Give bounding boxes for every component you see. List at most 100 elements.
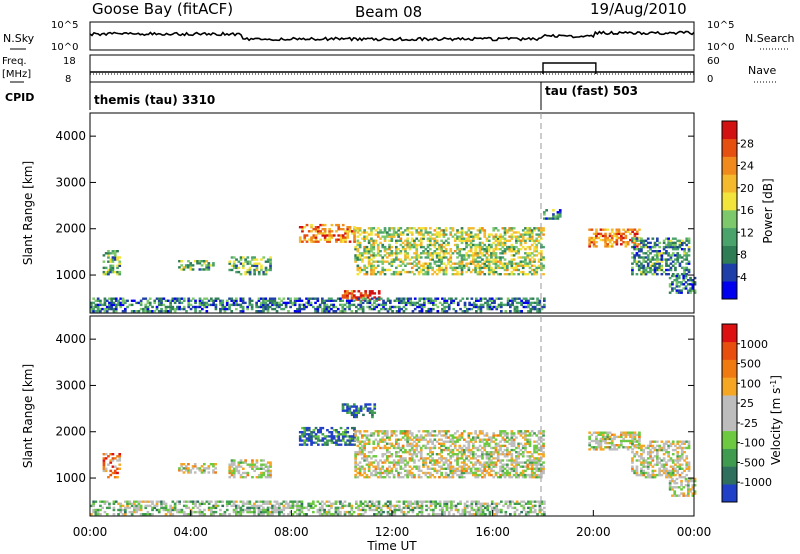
power-echo-cell	[108, 297, 111, 300]
power-echo-cell	[435, 248, 439, 251]
velocity-echo-cell	[104, 457, 108, 460]
velocity-echo-cell	[395, 508, 399, 512]
power-echo-cell	[474, 252, 477, 255]
power-echo-cell	[346, 292, 349, 295]
power-echo-cell	[515, 310, 519, 313]
power-echo-cell	[319, 232, 322, 235]
velocity-echo-cell	[449, 451, 453, 454]
velocity-echo-cell	[533, 467, 536, 470]
power-echo-cell	[615, 234, 619, 238]
velocity-echo-cell	[371, 415, 374, 419]
power-echo-cell	[367, 256, 371, 259]
power-echo-cell	[246, 262, 250, 265]
velocity-echo-cell	[223, 510, 227, 514]
velocity-echo-cell	[530, 465, 534, 468]
power-echo-cell	[418, 305, 422, 309]
power-echo-cell	[260, 266, 263, 270]
power-echo-cell	[604, 234, 607, 238]
velocity-echo-cell	[373, 411, 377, 414]
power-echo-cell	[483, 273, 487, 276]
velocity-echo-cell	[429, 448, 432, 452]
velocity-echo-cell	[452, 500, 456, 503]
velocity-echo-cell	[397, 471, 400, 475]
power-echo-cell	[264, 301, 268, 305]
velocity-echo-cell	[359, 513, 363, 516]
velocity-echo-cell	[374, 459, 378, 462]
power-echo-cell	[325, 310, 329, 313]
velocity-echo-cell	[225, 504, 229, 508]
power-echo-cell	[203, 262, 206, 265]
velocity-echo-cell	[280, 502, 283, 505]
velocity-echo-cell	[148, 500, 152, 503]
power-echo-cell	[404, 256, 407, 259]
power-echo-cell	[452, 307, 456, 311]
power-echo-cell	[264, 260, 268, 263]
power-echo-cell	[528, 260, 532, 263]
power-echo-cell	[262, 303, 265, 307]
power-echo-cell	[460, 235, 464, 238]
power-echo-cell	[244, 260, 247, 263]
velocity-echo-cell	[506, 504, 510, 508]
power-echo-cell	[487, 250, 491, 253]
velocity-echo-cell	[503, 476, 507, 479]
velocity-echo-cell	[463, 467, 466, 470]
power-echo-cell	[447, 297, 451, 300]
power-echo-cell	[640, 245, 643, 249]
power-echo-cell	[510, 245, 514, 249]
power-echo-cell	[368, 298, 372, 301]
velocity-echo-cell	[506, 448, 509, 452]
power-echo-cell	[354, 248, 357, 251]
velocity-echo-cell	[348, 411, 352, 414]
power-echo-cell	[298, 226, 302, 229]
power-echo-cell	[402, 301, 406, 305]
velocity-echo-cell	[417, 430, 421, 433]
power-echo-cell	[221, 303, 225, 307]
power-echo-cell	[552, 209, 555, 212]
power-echo-cell	[644, 239, 648, 242]
power-echo-cell	[232, 264, 236, 267]
power-echo-cell	[383, 273, 387, 276]
power-echo-cell	[487, 239, 491, 242]
velocity-echo-cell	[417, 451, 421, 454]
velocity-echo-cell	[346, 443, 350, 446]
power-echo-cell	[467, 227, 471, 230]
velocity-echo-cell	[481, 513, 485, 516]
velocity-echo-cell	[350, 411, 354, 414]
velocity-echo-cell	[494, 471, 498, 475]
velocity-echo-cell	[456, 438, 459, 441]
velocity-echo-cell	[408, 438, 412, 441]
power-echo-cell	[107, 270, 110, 274]
power-echo-cell	[474, 243, 477, 247]
power-echo-cell	[522, 297, 526, 300]
velocity-echo-cell	[178, 510, 181, 514]
velocity-echo-cell	[102, 459, 106, 462]
power-echo-cell	[397, 252, 400, 255]
power-echo-cell	[490, 233, 493, 236]
power-echo-cell	[135, 310, 138, 313]
velocity-echo-cell	[506, 471, 509, 475]
velocity-echo-cell	[365, 473, 369, 477]
power-echo-cell	[433, 239, 437, 242]
power-echo-cell	[408, 241, 412, 245]
power-echo-cell	[332, 310, 336, 313]
velocity-echo-cell	[460, 455, 464, 458]
velocity-echo-cell	[319, 439, 322, 442]
power-echo-cell	[675, 285, 679, 288]
power-echo-cell	[590, 228, 594, 231]
power-echo-cell	[608, 241, 612, 244]
power-echo-cell	[592, 245, 596, 248]
power-echo-cell	[103, 303, 107, 307]
velocity-echo-cell	[490, 473, 493, 477]
power-echo-cell	[426, 243, 430, 247]
power-echo-cell	[646, 258, 650, 261]
velocity-echo-cell	[624, 435, 628, 439]
velocity-echo-cell	[463, 461, 466, 464]
velocity-echo-cell	[318, 508, 322, 512]
power-echo-cell	[438, 266, 441, 270]
velocity-echo-cell	[266, 513, 270, 516]
power-echo-cell	[487, 254, 491, 257]
velocity-echo-cell	[388, 465, 391, 468]
power-echo-cell	[521, 264, 525, 267]
power-echo-cell	[476, 256, 480, 259]
velocity-echo-cell	[198, 510, 202, 514]
